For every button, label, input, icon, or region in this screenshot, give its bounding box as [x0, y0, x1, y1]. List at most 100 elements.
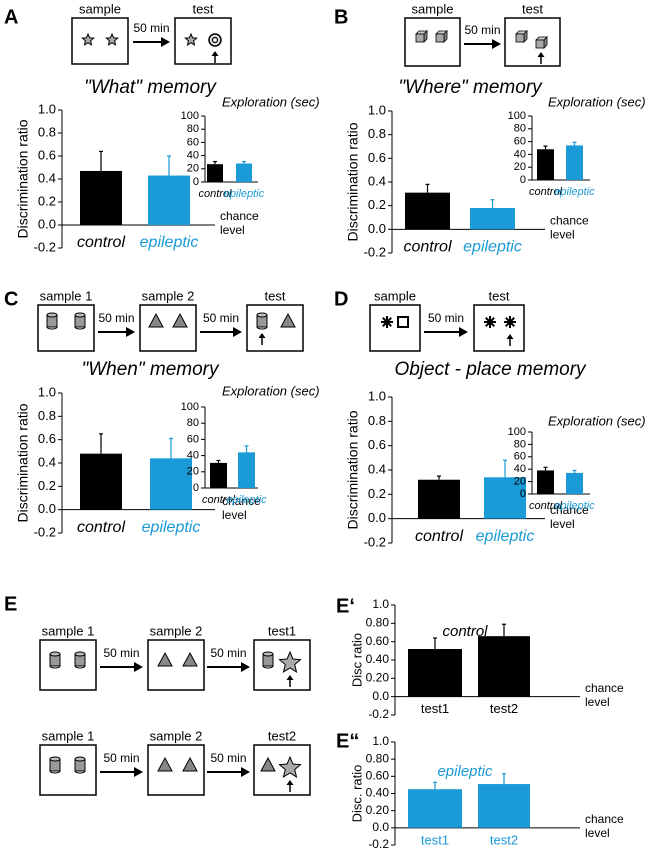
step-label: sample 1: [40, 288, 93, 303]
arena-box: [139, 304, 197, 352]
arrow: [134, 767, 143, 777]
panel-label: E: [4, 593, 17, 615]
asterisk-icon: [382, 317, 392, 327]
triangle-icon: [182, 651, 198, 667]
step-label: sample 1: [42, 728, 95, 743]
x-tick-label: epileptic: [224, 188, 265, 200]
bar: [537, 149, 554, 180]
cube-icon: [535, 39, 545, 49]
cylinder-icon: [49, 756, 61, 762]
x-tick-label: test2: [490, 832, 518, 847]
star-icon: [81, 32, 95, 46]
panel-label: E‘: [336, 595, 355, 617]
chance-level-label: level: [585, 826, 610, 840]
arena-box: [174, 17, 232, 65]
chart-title: control: [442, 623, 488, 640]
x-tick-label: epileptic: [554, 500, 595, 512]
cube-icon: [415, 33, 425, 43]
y-tick-label: 80: [187, 123, 199, 135]
delay-label: 50 min: [98, 311, 134, 325]
panel-label: D: [334, 288, 348, 310]
y-tick-label: 1.0: [38, 101, 56, 116]
step-label: test1: [268, 623, 296, 638]
arrow: [126, 327, 135, 337]
y-tick-label: 0.0: [372, 820, 389, 834]
cylinder-icon: [74, 756, 86, 762]
y-tick-label: 40: [187, 450, 199, 462]
triangle-icon: [260, 756, 276, 772]
bar: [566, 145, 583, 180]
arena-box: [473, 304, 525, 352]
step-label: sample: [374, 288, 416, 303]
step-label: sample 2: [142, 288, 195, 303]
bar: [408, 789, 462, 828]
x-tick-label: control: [415, 528, 463, 545]
y-tick-label: 80: [187, 417, 199, 429]
x-tick-label: control: [198, 188, 232, 200]
step-label: test: [193, 1, 214, 16]
chart-title: epileptic: [437, 763, 493, 780]
chance-level-label: chance: [585, 812, 624, 826]
cylinder-icon: [74, 770, 86, 774]
star-icon: [105, 32, 119, 46]
y-tick-label: 40: [514, 148, 526, 160]
panel-label: E“: [336, 730, 359, 752]
y-tick-label: 100: [181, 110, 199, 122]
y-tick-label: 0.20: [366, 803, 390, 817]
cylinder-icon: [46, 312, 58, 318]
arena-box: [369, 304, 421, 352]
bar: [236, 163, 252, 182]
chart-title: Exploration (sec): [548, 413, 646, 428]
step-label: sample 2: [150, 728, 203, 743]
y-tick-label: -0.2: [368, 707, 389, 721]
x-tick-label: control: [403, 239, 451, 256]
arrow: [241, 662, 250, 672]
y-tick-label: 0.60: [366, 769, 390, 783]
triangle-icon: [280, 312, 296, 328]
chance-level-label: level: [585, 695, 610, 709]
delay-label: 50 min: [210, 751, 246, 765]
y-tick-label: 60: [187, 433, 199, 445]
chance-level-label: level: [550, 517, 575, 531]
y-tick-label: -0.2: [34, 524, 56, 539]
chance-level-label: chance: [550, 214, 589, 228]
triangle-icon: [172, 312, 188, 328]
bar: [80, 453, 122, 510]
y-tick-label: 100: [508, 426, 526, 438]
bar: [566, 472, 583, 494]
pointer-arrow: [537, 52, 545, 57]
step-label: sample: [79, 1, 121, 16]
y-tick-label: -0.2: [34, 239, 56, 254]
chance-level-label: level: [220, 223, 245, 237]
bar: [148, 175, 190, 225]
step-label: sample 2: [150, 623, 203, 638]
bar: [484, 477, 526, 519]
cube-icon: [515, 33, 525, 43]
bar: [207, 164, 223, 182]
x-tick-label: test2: [490, 701, 518, 716]
bar: [408, 649, 462, 697]
pointer-arrow: [286, 675, 294, 680]
y-axis-label: Discrimination ratio: [345, 410, 361, 529]
y-tick-label: 40: [514, 463, 526, 475]
x-tick-label: epileptic: [476, 528, 535, 545]
star-icon: [184, 32, 198, 46]
cylinder-icon: [262, 651, 274, 657]
y-tick-label: 0.8: [38, 408, 56, 423]
arena-box: [39, 744, 97, 796]
delay-label: 50 min: [464, 23, 500, 37]
bar: [210, 462, 227, 488]
x-tick-label: test1: [421, 832, 449, 847]
bar: [80, 170, 122, 225]
step-label: test: [265, 288, 286, 303]
y-tick-label: 0.0: [38, 216, 56, 231]
y-tick-label: 60: [514, 451, 526, 463]
chance-level-label: chance: [220, 209, 259, 223]
y-tick-label: 0: [193, 482, 199, 494]
y-tick-label: 1.0: [372, 734, 389, 748]
y-tick-label: 0.80: [366, 616, 390, 630]
y-tick-label: 20: [187, 466, 199, 478]
cube-icon: [435, 33, 445, 43]
delay-label: 50 min: [428, 311, 464, 325]
y-tick-label: 0.20: [366, 671, 390, 685]
